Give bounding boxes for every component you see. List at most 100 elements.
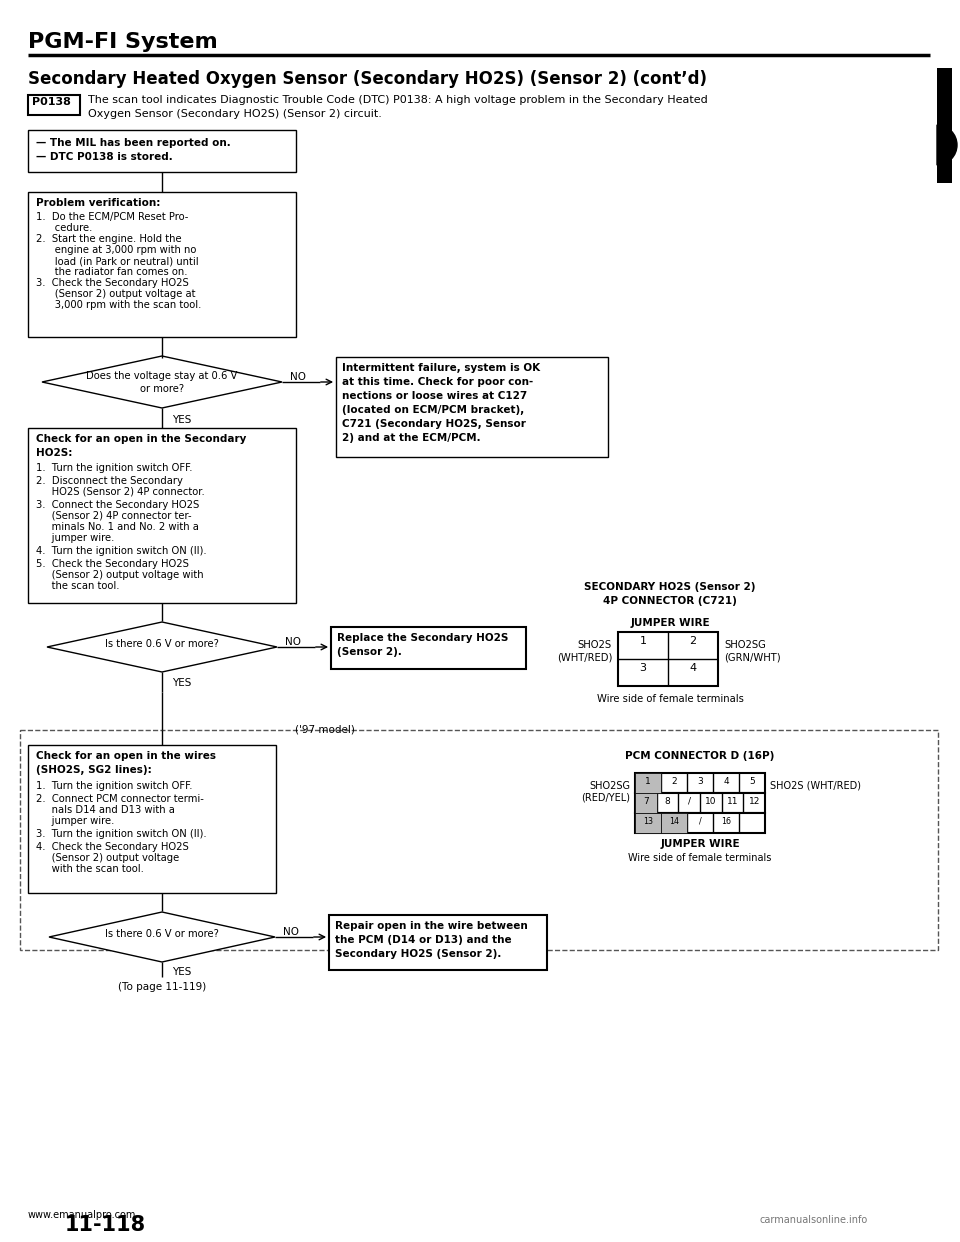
Text: the PCM (D14 or D13) and the: the PCM (D14 or D13) and the xyxy=(335,935,512,945)
Text: jumper wire.: jumper wire. xyxy=(36,816,114,826)
Text: SHO2SG: SHO2SG xyxy=(724,640,766,650)
Text: 2) and at the ECM/PCM.: 2) and at the ECM/PCM. xyxy=(342,433,481,443)
Text: SHO2S: SHO2S xyxy=(578,640,612,650)
Polygon shape xyxy=(47,622,277,672)
Text: 1.  Turn the ignition switch OFF.: 1. Turn the ignition switch OFF. xyxy=(36,463,193,473)
Text: Is there 0.6 V or more?: Is there 0.6 V or more? xyxy=(105,929,219,939)
Text: SECONDARY HO2S (Sensor 2): SECONDARY HO2S (Sensor 2) xyxy=(585,582,756,592)
Text: 10: 10 xyxy=(705,797,716,806)
Text: engine at 3,000 rpm with no: engine at 3,000 rpm with no xyxy=(36,245,197,255)
Text: 3.  Connect the Secondary HO2S: 3. Connect the Secondary HO2S xyxy=(36,501,200,510)
Text: 2: 2 xyxy=(671,777,677,786)
Text: Secondary HO2S (Sensor 2).: Secondary HO2S (Sensor 2). xyxy=(335,949,501,959)
Bar xyxy=(618,632,718,686)
Text: (Sensor 2) output voltage at: (Sensor 2) output voltage at xyxy=(36,289,196,299)
Bar xyxy=(28,193,296,337)
Text: (To page 11-119): (To page 11-119) xyxy=(118,982,206,992)
Text: 3: 3 xyxy=(697,777,703,786)
Text: 11: 11 xyxy=(727,797,738,806)
Text: (Sensor 2) output voltage: (Sensor 2) output voltage xyxy=(36,853,180,863)
Text: Replace the Secondary HO2S: Replace the Secondary HO2S xyxy=(337,633,509,643)
Text: Does the voltage stay at 0.6 V: Does the voltage stay at 0.6 V xyxy=(86,371,238,381)
Text: YES: YES xyxy=(172,678,191,688)
Text: Check for an open in the wires: Check for an open in the wires xyxy=(36,751,216,761)
Text: (Sensor 2).: (Sensor 2). xyxy=(337,647,402,657)
Text: /: / xyxy=(699,817,702,826)
Wedge shape xyxy=(937,125,957,165)
Text: /: / xyxy=(687,797,690,806)
Text: at this time. Check for poor con-: at this time. Check for poor con- xyxy=(342,378,533,388)
Text: (SHO2S, SG2 lines):: (SHO2S, SG2 lines): xyxy=(36,765,152,775)
Bar xyxy=(635,792,657,814)
Text: 2: 2 xyxy=(689,636,697,646)
Text: 12: 12 xyxy=(749,797,760,806)
Text: 4.  Turn the ignition switch ON (II).: 4. Turn the ignition switch ON (II). xyxy=(36,546,206,556)
Text: PGM-FI System: PGM-FI System xyxy=(28,32,218,52)
Text: 4: 4 xyxy=(689,663,697,673)
Text: JUMPER WIRE: JUMPER WIRE xyxy=(660,840,740,850)
Text: 7: 7 xyxy=(643,797,649,806)
Text: 3: 3 xyxy=(639,663,646,673)
Bar xyxy=(635,792,765,814)
Text: 1: 1 xyxy=(639,636,646,646)
Text: 3.  Check the Secondary HO2S: 3. Check the Secondary HO2S xyxy=(36,278,189,288)
Text: HO2S (Sensor 2) 4P connector.: HO2S (Sensor 2) 4P connector. xyxy=(36,487,204,497)
Text: Check for an open in the Secondary: Check for an open in the Secondary xyxy=(36,433,247,443)
Text: The scan tool indicates Diagnostic Trouble Code (DTC) P0138: A high voltage prob: The scan tool indicates Diagnostic Troub… xyxy=(88,94,708,106)
Text: Wire side of female terminals: Wire side of female terminals xyxy=(628,853,772,863)
Text: NO: NO xyxy=(285,637,301,647)
Text: minals No. 1 and No. 2 with a: minals No. 1 and No. 2 with a xyxy=(36,522,199,532)
Text: 5.  Check the Secondary HO2S: 5. Check the Secondary HO2S xyxy=(36,559,189,569)
Bar xyxy=(635,814,661,833)
Text: Secondary Heated Oxygen Sensor (Secondary HO2S) (Sensor 2) (cont’d): Secondary Heated Oxygen Sensor (Secondar… xyxy=(28,70,707,88)
Text: 2.  Connect PCM connector termi-: 2. Connect PCM connector termi- xyxy=(36,794,204,804)
Text: SHO2S (WHT/RED): SHO2S (WHT/RED) xyxy=(770,781,861,791)
Text: 4P CONNECTOR (C721): 4P CONNECTOR (C721) xyxy=(603,596,737,606)
Bar xyxy=(28,130,296,171)
Text: (located on ECM/PCM bracket),: (located on ECM/PCM bracket), xyxy=(342,405,524,415)
Text: 13: 13 xyxy=(643,817,653,826)
Text: YES: YES xyxy=(172,415,191,425)
Text: Wire side of female terminals: Wire side of female terminals xyxy=(596,694,743,704)
Text: with the scan tool.: with the scan tool. xyxy=(36,864,144,874)
Text: Intermittent failure, system is OK: Intermittent failure, system is OK xyxy=(342,363,540,373)
Text: or more?: or more? xyxy=(140,384,184,394)
Text: 2.  Disconnect the Secondary: 2. Disconnect the Secondary xyxy=(36,476,182,486)
Text: 11-118: 11-118 xyxy=(65,1215,146,1235)
Text: nals D14 and D13 with a: nals D14 and D13 with a xyxy=(36,805,175,815)
Text: Oxygen Sensor (Secondary HO2S) (Sensor 2) circuit.: Oxygen Sensor (Secondary HO2S) (Sensor 2… xyxy=(88,109,382,119)
Text: Problem verification:: Problem verification: xyxy=(36,197,160,207)
Text: JUMPER WIRE: JUMPER WIRE xyxy=(630,619,709,628)
Text: PCM CONNECTOR D (16P): PCM CONNECTOR D (16P) xyxy=(625,751,775,761)
Text: the scan tool.: the scan tool. xyxy=(36,581,119,591)
Text: HO2S:: HO2S: xyxy=(36,448,72,458)
Text: NO: NO xyxy=(290,373,306,383)
Text: 1: 1 xyxy=(645,777,651,786)
Text: 14: 14 xyxy=(669,817,679,826)
Text: nections or loose wires at C127: nections or loose wires at C127 xyxy=(342,391,527,401)
Bar xyxy=(336,356,608,457)
Text: 8: 8 xyxy=(664,797,670,806)
Text: 4: 4 xyxy=(723,777,729,786)
Bar xyxy=(331,627,526,669)
Text: 2.  Start the engine. Hold the: 2. Start the engine. Hold the xyxy=(36,233,181,243)
Text: ('97 model): ('97 model) xyxy=(295,725,355,735)
Bar xyxy=(661,814,687,833)
Text: 4.  Check the Secondary HO2S: 4. Check the Secondary HO2S xyxy=(36,842,189,852)
Bar xyxy=(635,773,765,792)
Text: Repair open in the wire between: Repair open in the wire between xyxy=(335,922,528,932)
Bar xyxy=(20,730,938,950)
Text: jumper wire.: jumper wire. xyxy=(36,533,114,543)
Text: SHO2SG: SHO2SG xyxy=(589,781,630,791)
Text: 1.  Turn the ignition switch OFF.: 1. Turn the ignition switch OFF. xyxy=(36,781,193,791)
Text: 1.  Do the ECM/PCM Reset Pro-: 1. Do the ECM/PCM Reset Pro- xyxy=(36,212,188,222)
Polygon shape xyxy=(49,912,275,963)
Text: the radiator fan comes on.: the radiator fan comes on. xyxy=(36,267,187,277)
Polygon shape xyxy=(42,356,282,409)
Text: 3.  Turn the ignition switch ON (II).: 3. Turn the ignition switch ON (II). xyxy=(36,828,206,840)
Text: www.emanualpro.com: www.emanualpro.com xyxy=(28,1210,136,1220)
Text: 16: 16 xyxy=(721,817,731,826)
Text: 3,000 rpm with the scan tool.: 3,000 rpm with the scan tool. xyxy=(36,301,202,310)
Bar xyxy=(635,814,765,833)
Text: (RED/YEL): (RED/YEL) xyxy=(581,792,630,804)
